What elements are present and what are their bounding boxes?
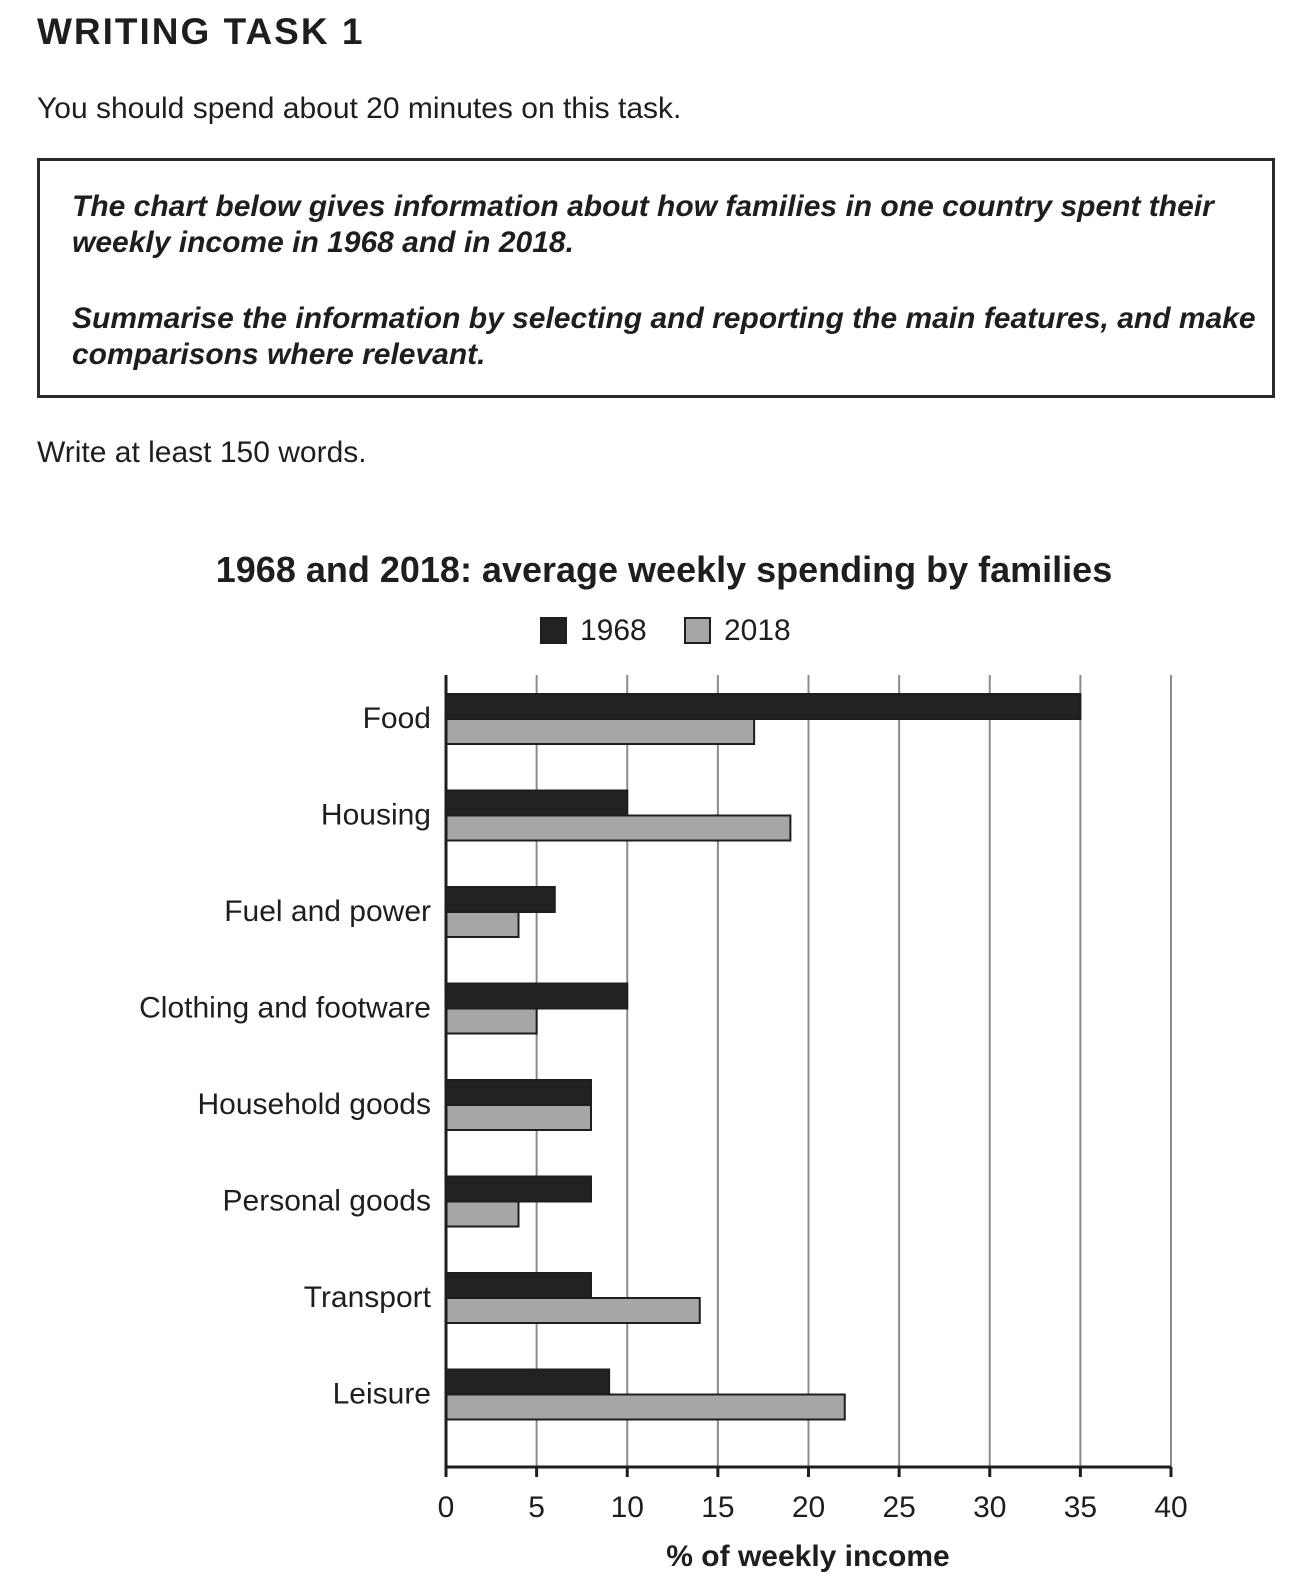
bar-transport-1968 xyxy=(445,1272,592,1299)
legend-swatch-2018 xyxy=(684,617,711,644)
bar-personal-goods-1968 xyxy=(445,1175,592,1203)
time-instruction: You should spend about 20 minutes on thi… xyxy=(37,92,682,125)
bar-food-1968 xyxy=(445,693,1082,720)
x-tick-label-35: 35 xyxy=(1064,1491,1097,1524)
bar-household-goods-1968 xyxy=(445,1079,592,1106)
x-axis-label: % of weekly income xyxy=(666,1540,949,1573)
bar-leisure-2018 xyxy=(445,1393,846,1421)
category-label-personal-goods: Personal goods xyxy=(223,1185,431,1218)
x-tick-label-25: 25 xyxy=(882,1491,915,1524)
category-label-housing: Housing xyxy=(321,799,431,832)
category-label-leisure: Leisure xyxy=(333,1378,431,1411)
bar-leisure-1968 xyxy=(445,1368,611,1396)
category-label-household-goods: Household goods xyxy=(197,1088,431,1121)
task-prompt-box: The chart below gives information about … xyxy=(37,158,1275,398)
prompt-paragraph-1: The chart below gives information about … xyxy=(72,190,1214,259)
category-label-fuel-and-power: Fuel and power xyxy=(224,895,431,928)
word-count-instruction: Write at least 150 words. xyxy=(37,436,367,469)
x-tick-label-10: 10 xyxy=(611,1491,644,1524)
bar-fuel-and-power-2018 xyxy=(445,911,520,938)
bar-housing-2018 xyxy=(445,814,792,842)
chart-title: 1968 and 2018: average weekly spending b… xyxy=(216,549,1112,590)
category-label-food: Food xyxy=(363,702,431,735)
legend-label-2018: 2018 xyxy=(724,614,791,647)
chart-gridlines xyxy=(535,675,1172,1467)
bar-personal-goods-2018 xyxy=(445,1200,520,1228)
chart-axes xyxy=(444,675,1173,1477)
bar-household-goods-2018 xyxy=(445,1104,592,1131)
category-labels: Food Housing Fuel and power Clothing and fo… xyxy=(139,702,432,1411)
prompt-paragraph-2: Summarise the information by selecting a… xyxy=(72,302,1256,371)
x-tick-label-0: 0 xyxy=(438,1491,455,1524)
legend-label-1968: 1968 xyxy=(580,614,647,647)
x-tick-label-30: 30 xyxy=(973,1491,1006,1524)
x-tick-label-20: 20 xyxy=(792,1491,825,1524)
x-tick-label-5: 5 xyxy=(528,1491,545,1524)
bar-clothing-and-footware-2018 xyxy=(445,1007,538,1035)
bar-housing-1968 xyxy=(445,789,629,817)
task-heading: WRITING TASK 1 xyxy=(37,11,365,52)
chart-bars xyxy=(445,693,1082,1421)
chart-legend: 1968 2018 xyxy=(540,614,791,647)
bar-chart: 1968 and 2018: average weekly spending b… xyxy=(139,549,1188,1573)
category-label-transport: Transport xyxy=(304,1281,432,1314)
bar-transport-2018 xyxy=(445,1297,701,1324)
category-label-clothing-and-footware: Clothing and footware xyxy=(139,992,431,1025)
x-tick-label-40: 40 xyxy=(1154,1491,1187,1524)
legend-swatch-1968 xyxy=(540,617,567,644)
bar-food-2018 xyxy=(445,718,756,745)
x-tick-label-15: 15 xyxy=(701,1491,734,1524)
x-tick-labels: 0 5 10 15 20 25 30 35 40 xyxy=(438,1491,1188,1524)
bar-fuel-and-power-1968 xyxy=(445,886,556,913)
bar-clothing-and-footware-1968 xyxy=(445,982,629,1010)
